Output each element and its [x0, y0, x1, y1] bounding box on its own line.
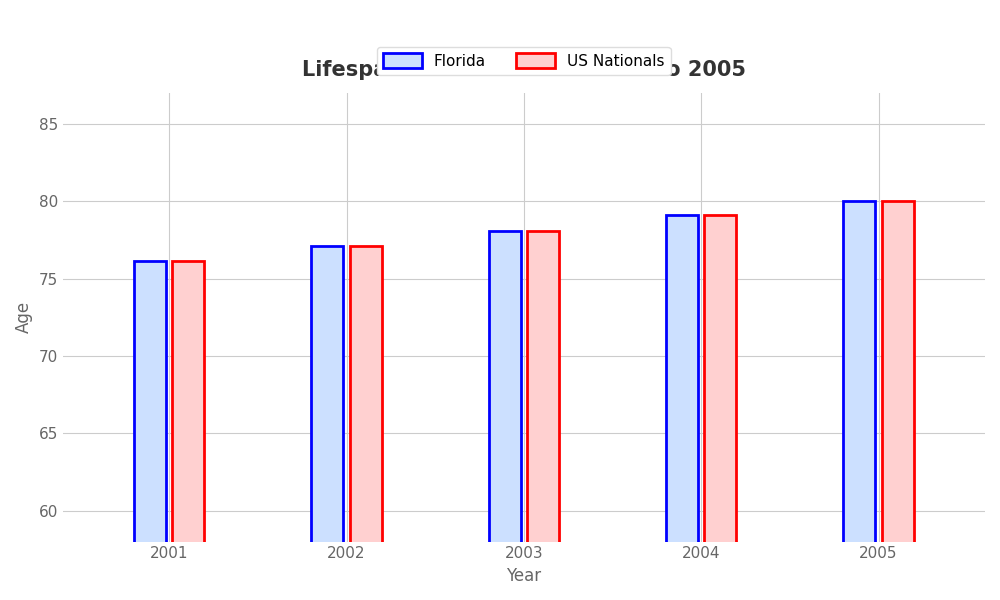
Bar [704, 215, 736, 600]
Bar [350, 246, 382, 600]
Bar [134, 262, 166, 600]
Bar [311, 246, 343, 600]
Legend: Florida, US Nationals: Florida, US Nationals [377, 47, 671, 75]
Bar [882, 201, 914, 600]
Bar [527, 230, 559, 600]
Bar [666, 215, 698, 600]
Bar [489, 230, 521, 600]
Y-axis label: Age: Age [15, 301, 33, 333]
Title: Lifespan in Florida from 1984 to 2005: Lifespan in Florida from 1984 to 2005 [302, 60, 746, 80]
Bar [172, 262, 204, 600]
Bar [843, 201, 875, 600]
X-axis label: Year: Year [506, 567, 541, 585]
